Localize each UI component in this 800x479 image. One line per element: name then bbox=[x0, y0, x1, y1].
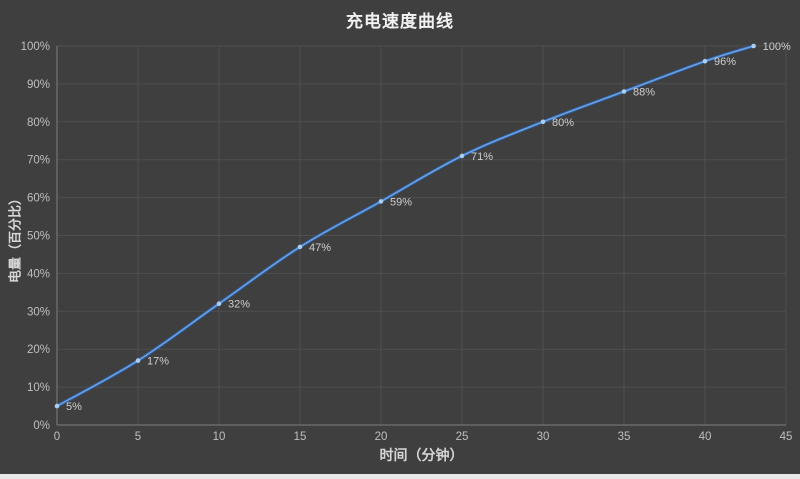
svg-text:80%: 80% bbox=[552, 117, 574, 129]
svg-text:17%: 17% bbox=[147, 356, 169, 368]
svg-text:30: 30 bbox=[537, 431, 550, 443]
svg-text:45: 45 bbox=[780, 431, 793, 443]
svg-text:40: 40 bbox=[699, 431, 712, 443]
svg-text:50%: 50% bbox=[27, 231, 50, 243]
svg-text:0: 0 bbox=[54, 431, 60, 443]
svg-text:59%: 59% bbox=[390, 196, 412, 208]
x-axis-title: 时间（分钟） bbox=[379, 447, 464, 463]
svg-text:35: 35 bbox=[618, 431, 631, 443]
svg-text:88%: 88% bbox=[633, 87, 655, 99]
svg-text:90%: 90% bbox=[27, 79, 50, 91]
svg-text:32%: 32% bbox=[228, 299, 250, 311]
svg-text:30%: 30% bbox=[27, 306, 50, 318]
svg-text:15: 15 bbox=[294, 431, 307, 443]
svg-text:100%: 100% bbox=[21, 41, 50, 53]
bottom-edge-strip bbox=[0, 474, 800, 479]
svg-text:70%: 70% bbox=[27, 155, 50, 167]
svg-text:60%: 60% bbox=[27, 193, 50, 205]
svg-text:20%: 20% bbox=[27, 344, 50, 356]
svg-text:10%: 10% bbox=[27, 382, 50, 394]
svg-text:5: 5 bbox=[135, 431, 141, 443]
svg-text:20: 20 bbox=[375, 431, 388, 443]
svg-text:0%: 0% bbox=[33, 420, 50, 432]
svg-text:71%: 71% bbox=[471, 151, 493, 163]
svg-text:96%: 96% bbox=[714, 56, 736, 68]
svg-text:80%: 80% bbox=[27, 117, 50, 129]
svg-text:40%: 40% bbox=[27, 268, 50, 280]
svg-text:25: 25 bbox=[456, 431, 469, 443]
svg-text:100%: 100% bbox=[763, 41, 791, 53]
svg-text:47%: 47% bbox=[309, 242, 331, 254]
chart-title: 充电速度曲线 bbox=[346, 12, 454, 31]
svg-text:10: 10 bbox=[213, 431, 226, 443]
svg-text:5%: 5% bbox=[66, 401, 82, 413]
